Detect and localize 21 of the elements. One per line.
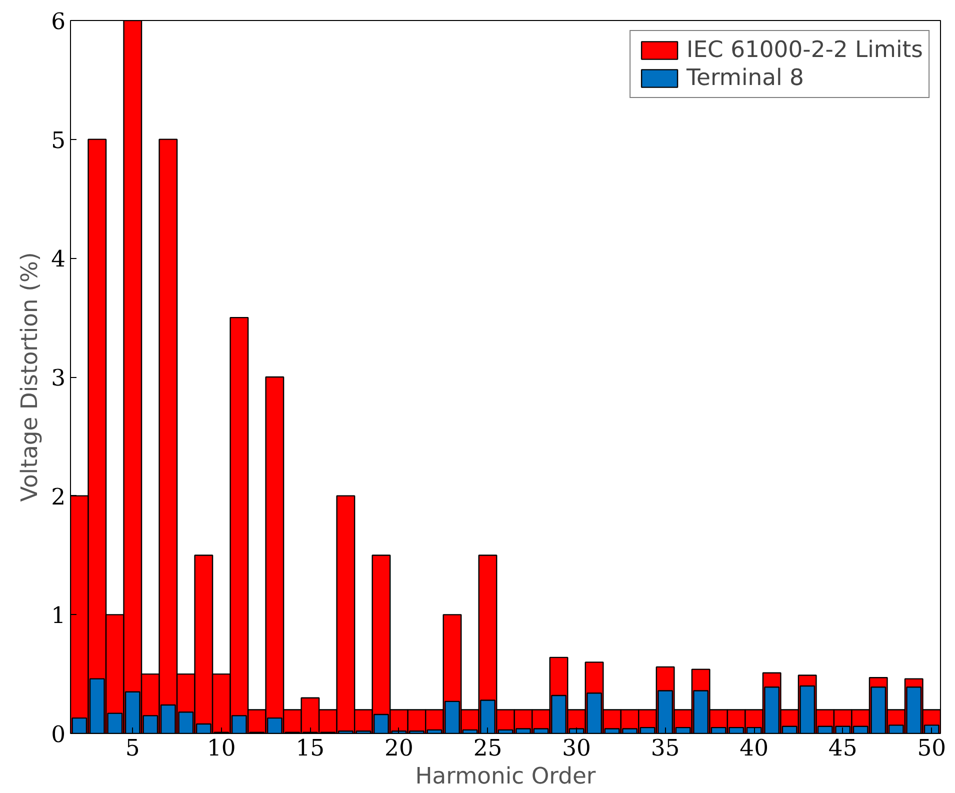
x-tick-label: 10 [207, 736, 236, 762]
legend-label: IEC 61000-2-2 Limits [686, 37, 923, 63]
x-tick-label: 50 [917, 736, 946, 762]
x-tick-label: 5 [125, 736, 140, 762]
x-axis-title: Harmonic Order [415, 764, 596, 790]
y-tick-label: 6 [51, 9, 66, 35]
y-tick-label: 3 [51, 366, 66, 392]
y-tick-label: 0 [51, 722, 66, 748]
x-tick-label: 30 [562, 736, 591, 762]
x-tick-label: 40 [740, 736, 768, 762]
x-tick-label: 25 [473, 736, 502, 762]
y-tick-label: 4 [51, 246, 66, 273]
y-tick-label: 2 [51, 484, 66, 510]
x-tick-label: 20 [384, 736, 414, 762]
x-tick-label: 45 [828, 736, 858, 762]
x-tick-label: 35 [650, 736, 680, 762]
legend-label: Terminal 8 [686, 65, 804, 91]
y-tick-label: 1 [51, 603, 66, 630]
x-tick-label: 15 [296, 736, 325, 762]
y-tick-label: 5 [51, 128, 66, 154]
y-axis-title: Voltage Distortion (%) [17, 252, 44, 502]
